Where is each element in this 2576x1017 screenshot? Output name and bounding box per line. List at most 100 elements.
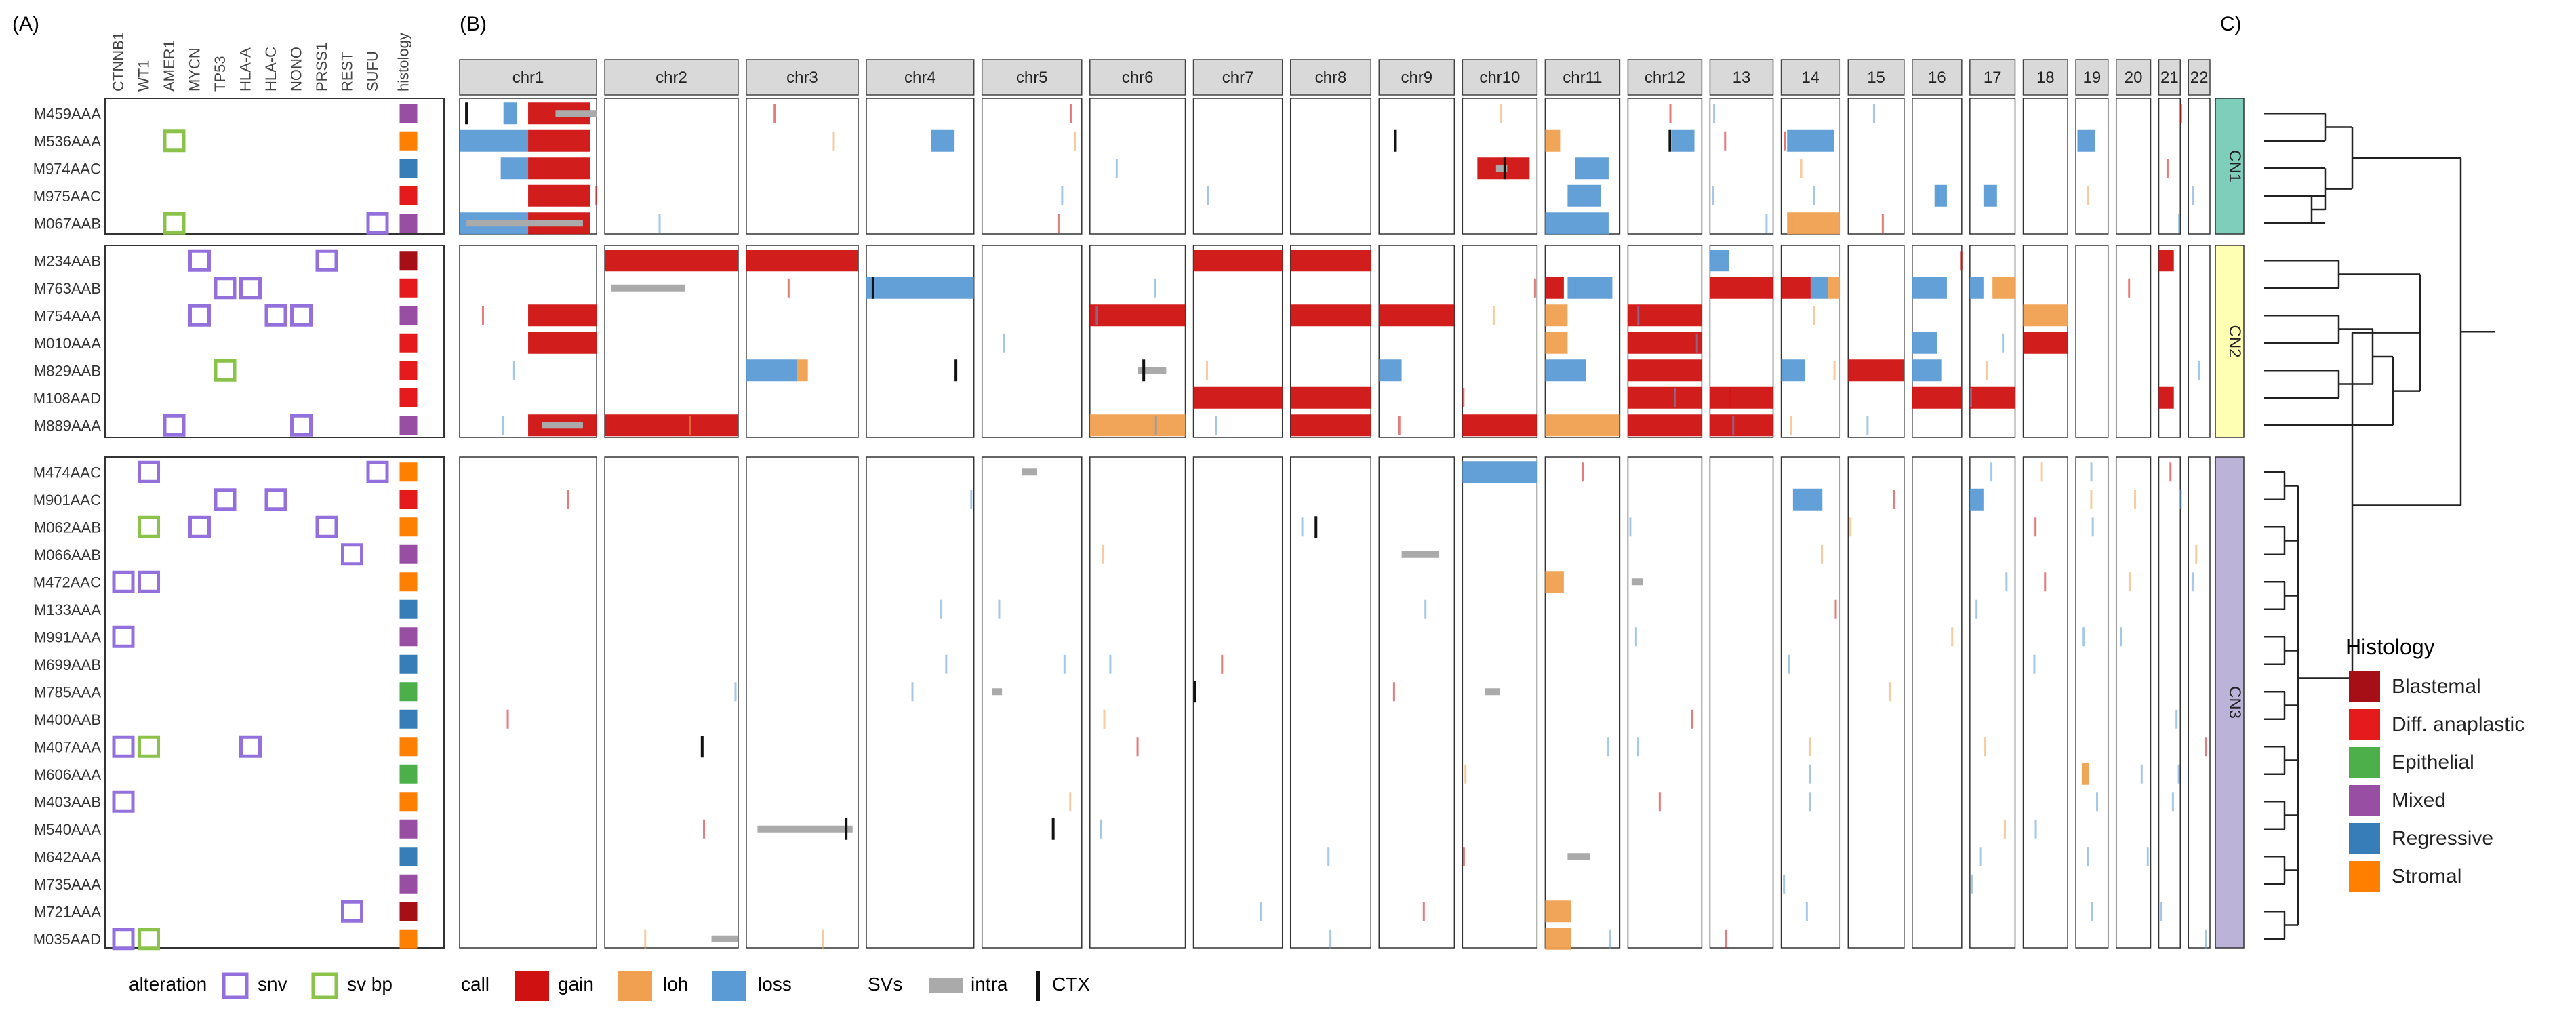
cnv-facet-box (2188, 245, 2211, 438)
cnv-small-event (1866, 416, 1869, 435)
cnv-small-event (1813, 186, 1815, 205)
cnv-facet-box (2022, 98, 2068, 235)
cnv-segment-loh (1545, 304, 1568, 327)
cnv-facet-box (1780, 245, 1841, 438)
chromosome-label: chr6 (1122, 68, 1154, 87)
sv-intra-bar (1138, 367, 1167, 374)
legend-svbp-label: sv bp (347, 974, 393, 995)
chromosome-header (1192, 59, 1283, 96)
histology-label: Mixed (2392, 789, 2446, 812)
cnv-small-event (2034, 819, 2037, 839)
gene-col-label: WT1 (136, 60, 153, 92)
snv-marker (112, 570, 135, 593)
cnv-small-event (502, 416, 504, 435)
cnv-small-event (1809, 792, 1811, 812)
cnv-small-event (2091, 517, 2094, 537)
cnv-small-event (1102, 544, 1105, 564)
histology-cell (399, 278, 418, 298)
cnv-small-event (970, 490, 973, 509)
cnv-small-event (1691, 709, 1693, 729)
cnv-small-event (1424, 599, 1427, 619)
gene-col-label: NONO (288, 47, 305, 92)
cnv-segment-loh (1992, 277, 2015, 299)
chromosome-header (1462, 59, 1538, 96)
sample-label: M763AAB (34, 280, 101, 297)
cnv-facet-box (2188, 98, 2211, 235)
cnv-segment-loh (1089, 414, 1186, 437)
chromosome-label: 18 (2036, 68, 2055, 87)
cnv-segment-gain (1193, 386, 1283, 409)
cnv-segment-gain (1545, 277, 1564, 299)
cnv-segment-loss (2077, 129, 2095, 152)
cnv-small-event (1713, 104, 1716, 123)
chromosome-label: chr11 (1563, 68, 1602, 87)
cnv-segment-loh (1545, 928, 1571, 950)
cnv-small-event (2195, 544, 2198, 564)
sample-label: M721AAA (34, 903, 101, 920)
cnv-facet-box (2075, 456, 2109, 949)
cnv-segment-gain (1710, 386, 1773, 409)
cnv-small-event (2002, 333, 2005, 353)
cnv-segment-loss (1545, 359, 1586, 382)
histology-cell (399, 159, 418, 178)
sample-label: M735AAA (34, 876, 101, 893)
histology-cell (399, 792, 418, 812)
cnv-small-event (512, 361, 515, 380)
cnv-small-event (1329, 929, 1332, 949)
chromosome-header (1709, 59, 1774, 96)
cnv-small-event (1259, 902, 1262, 921)
chromosome-header (2075, 59, 2109, 96)
cnv-segment-loss (1969, 488, 1984, 511)
cnv-small-event (2169, 462, 2172, 482)
legend-snv-swatch (222, 972, 249, 999)
cnv-facet-box (981, 456, 1083, 949)
cnv-facet-box (1192, 98, 1283, 235)
sample-label: M459AAA (34, 105, 101, 122)
cnv-small-event (998, 599, 1001, 619)
cnv-small-event (506, 709, 509, 729)
chromosome-header (604, 59, 739, 96)
cnv-small-event (1834, 599, 1837, 619)
sample-label: M975AAC (33, 188, 101, 205)
sample-label: M642AAA (34, 848, 101, 865)
histology-cell (399, 306, 418, 325)
cnv-segment-loss (1912, 332, 1937, 354)
cnv-segment-gain (528, 157, 590, 180)
histology-cell (399, 517, 418, 537)
cn-group-strip (2215, 98, 2245, 235)
cnv-small-event (1669, 104, 1672, 123)
cnv-small-event (2005, 572, 2008, 592)
gene-col-label: HLA-C (262, 47, 279, 92)
cnv-segment-loh (1545, 900, 1571, 923)
cnv-facet-box (1378, 456, 1455, 949)
cnv-small-event (1724, 131, 1727, 151)
sv-intra-bar (555, 110, 597, 117)
snv-marker (214, 488, 237, 511)
cnv-facet-box (1627, 98, 1703, 235)
cnv-small-event (1392, 682, 1395, 702)
gene-col-label: PRSS1 (313, 43, 330, 92)
cnv-facet-box (604, 98, 739, 235)
alteration-group-box (104, 456, 445, 949)
cnv-small-event (2087, 186, 2090, 205)
cnv-facet-box (1544, 456, 1621, 949)
cnv-small-event (1003, 333, 1005, 353)
legend-intra-swatch (929, 978, 963, 993)
sample-label: M133AAA (34, 601, 101, 618)
cnv-small-event (1990, 462, 1993, 482)
cnv-segment-loss (1710, 250, 1729, 272)
sample-label: M606AAA (34, 766, 101, 783)
cnv-small-event (2205, 929, 2207, 949)
legend-ctx-swatch (1036, 971, 1040, 1001)
sample-label: M474AAC (33, 464, 101, 481)
cn-group-label: CN1 (2226, 150, 2244, 182)
cnv-segment-loss (1934, 184, 1947, 207)
cnv-segment-gain (1628, 386, 1702, 409)
cnv-segment-gain (746, 250, 858, 272)
cnv-small-event (1872, 104, 1875, 123)
cnv-small-event (1790, 416, 1792, 435)
cnv-small-event (2082, 627, 2085, 647)
cnv-small-event (2177, 764, 2180, 784)
snv-marker (290, 414, 313, 437)
snv-marker (163, 414, 186, 437)
